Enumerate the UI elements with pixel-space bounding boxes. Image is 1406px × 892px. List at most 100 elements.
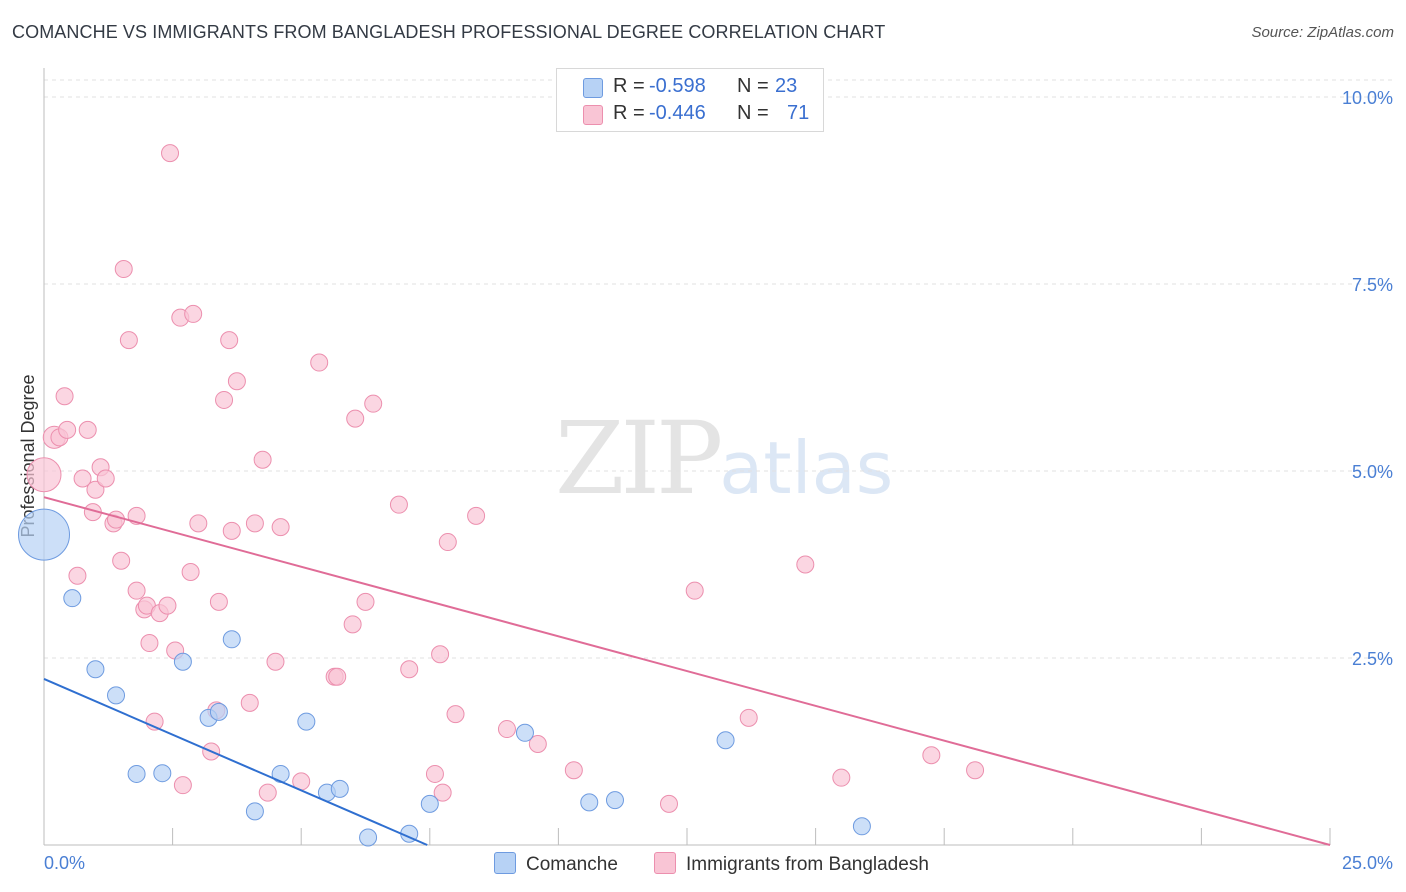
- point-bangladesh: [364, 394, 383, 413]
- y-axis-label: Professional Degree: [18, 374, 38, 537]
- bottom-legend-label-bangladesh: Immigrants from Bangladesh: [686, 854, 929, 875]
- point-comanche: [63, 589, 82, 608]
- point-bangladesh: [356, 592, 375, 611]
- y-tick-label: 2.5%: [1352, 649, 1393, 669]
- point-bangladesh: [433, 783, 452, 802]
- trend-line-bangladesh: [43, 496, 1331, 846]
- point-bangladesh: [431, 645, 450, 664]
- point-bangladesh: [343, 615, 362, 634]
- point-bangladesh: [184, 304, 203, 323]
- point-bangladesh: [400, 660, 419, 679]
- point-comanche: [330, 779, 349, 798]
- point-bangladesh: [158, 596, 177, 615]
- point-bangladesh: [425, 764, 444, 783]
- y-tick-label: 5.0%: [1352, 462, 1393, 482]
- point-comanche: [605, 791, 624, 810]
- point-bangladesh: [114, 260, 133, 279]
- point-bangladesh: [796, 555, 815, 574]
- point-bangladesh: [161, 144, 180, 163]
- point-comanche: [359, 828, 378, 847]
- legend-r-label: R =: [613, 102, 645, 124]
- point-bangladesh: [26, 457, 62, 493]
- bottom-legend-swatch-comanche: [494, 852, 516, 874]
- point-bangladesh: [140, 634, 159, 653]
- legend-r-value: -0.598: [649, 75, 706, 97]
- point-bangladesh: [253, 450, 272, 469]
- y-tick-label: 10.0%: [1342, 88, 1393, 108]
- point-bangladesh: [112, 551, 131, 570]
- point-bangladesh: [446, 705, 465, 724]
- point-comanche: [245, 802, 264, 821]
- x-tick-label-min: 0.0%: [44, 853, 85, 873]
- point-comanche: [297, 712, 316, 731]
- legend-r-value: -0.446: [649, 102, 706, 124]
- point-bangladesh: [68, 566, 87, 585]
- point-comanche: [153, 764, 172, 783]
- point-bangladesh: [96, 469, 115, 488]
- point-bangladesh: [55, 387, 74, 406]
- point-bangladesh: [966, 761, 985, 780]
- point-bangladesh: [258, 783, 277, 802]
- legend-r-label: R =: [613, 75, 645, 97]
- point-bangladesh: [564, 761, 583, 780]
- point-comanche: [580, 793, 599, 812]
- point-bangladesh: [173, 776, 192, 795]
- watermark-zip: ZIP: [555, 400, 723, 517]
- point-bangladesh: [328, 667, 347, 686]
- point-bangladesh: [346, 409, 365, 428]
- point-bangladesh: [266, 652, 285, 671]
- point-bangladesh: [220, 331, 239, 350]
- point-bangladesh: [685, 581, 704, 600]
- point-bangladesh: [271, 518, 290, 537]
- point-comanche: [515, 723, 534, 742]
- point-bangladesh: [739, 708, 758, 727]
- point-comanche: [107, 686, 126, 705]
- point-bangladesh: [209, 592, 228, 611]
- chart-title: COMANCHE VS IMMIGRANTS FROM BANGLADESH P…: [12, 22, 886, 42]
- legend-n-value: 23: [775, 75, 798, 97]
- legend-n-value: 71: [787, 102, 810, 124]
- legend-n-label: N =: [737, 75, 769, 97]
- point-bangladesh: [497, 720, 516, 739]
- point-bangladesh: [659, 794, 678, 813]
- bottom-legend-label-comanche: Comanche: [526, 854, 618, 875]
- legend-n-label: N =: [737, 102, 769, 124]
- point-comanche: [86, 660, 105, 679]
- point-comanche: [420, 794, 439, 813]
- point-bangladesh: [227, 372, 246, 391]
- point-comanche: [127, 764, 146, 783]
- point-bangladesh: [119, 331, 138, 350]
- source-label: Source: ZipAtlas.com: [1251, 24, 1394, 41]
- point-bangladesh: [922, 746, 941, 765]
- bottom-legend-comanche: Comanche: [494, 852, 618, 876]
- correlation-legend: R = -0.598 N = 23 R = -0.446 N = 71: [556, 68, 824, 132]
- point-bangladesh: [215, 390, 234, 409]
- x-tick-label-max: 25.0%: [1342, 853, 1393, 873]
- point-bangladesh: [528, 735, 547, 754]
- point-bangladesh: [467, 506, 486, 525]
- point-bangladesh: [222, 521, 241, 540]
- y-tick-label: 7.5%: [1352, 275, 1393, 295]
- point-bangladesh: [73, 469, 92, 488]
- point-comanche: [209, 702, 228, 721]
- watermark: ZIPatlas: [555, 400, 893, 517]
- point-bangladesh: [107, 510, 126, 529]
- point-bangladesh: [240, 693, 259, 712]
- point-comanche: [716, 731, 735, 750]
- watermark-atlas: atlas: [719, 426, 894, 510]
- point-comanche: [222, 630, 241, 649]
- point-bangladesh: [58, 420, 77, 439]
- bottom-legend-bangladesh: Immigrants from Bangladesh: [654, 852, 929, 876]
- point-bangladesh: [245, 514, 264, 533]
- legend-swatch-bangladesh: [583, 105, 603, 125]
- point-bangladesh: [127, 581, 146, 600]
- point-bangladesh: [832, 768, 851, 787]
- trend-line-comanche: [43, 678, 428, 846]
- point-bangladesh: [389, 495, 408, 514]
- legend-swatch-comanche: [583, 78, 603, 98]
- bottom-legend-swatch-bangladesh: [654, 852, 676, 874]
- point-comanche: [173, 652, 192, 671]
- point-bangladesh: [78, 420, 97, 439]
- point-bangladesh: [86, 480, 105, 499]
